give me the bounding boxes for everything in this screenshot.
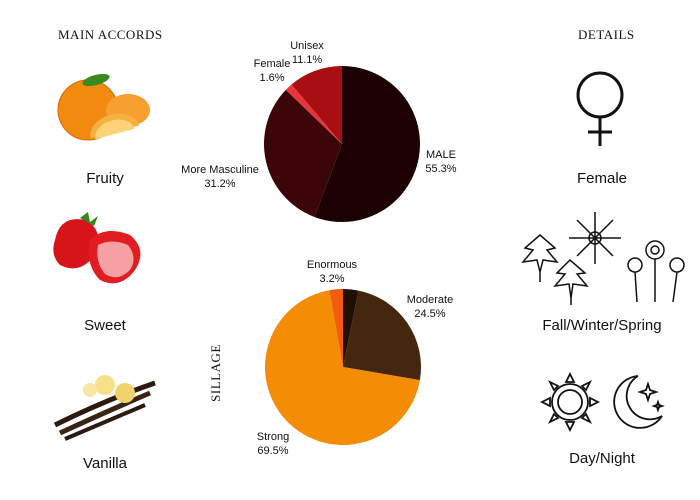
gender-pie-slice-0 [314,66,420,222]
pie2-label-moderate-value: 24.5% [414,308,446,320]
pie1-label-unisex-value: 11.1% [291,54,323,66]
pie1-label-more-masculine: More Masculine 31.2% [170,163,270,191]
seasons-icon [521,212,685,305]
detail-label-gender: Female [576,170,628,187]
pie2-label-strong: Strong 69.5% [243,430,303,458]
female-symbol-icon [576,71,624,146]
pie2-label-enormous: Enormous 3.2% [302,258,362,286]
pie1-label-more-masculine-name: More Masculine [181,164,259,176]
pie1-label-unisex-name: Unisex [290,40,324,52]
sun-moon-icon [539,371,665,433]
pie1-label-female: Female 1.6% [247,57,297,85]
vanilla-icon [53,375,156,441]
pie1-label-more-masculine-value: 31.2% [204,178,236,190]
pie2-label-moderate-name: Moderate [406,294,454,306]
pie1-label-female-name: Female [253,58,291,70]
pie2-label-strong-name: Strong [256,431,290,443]
pie1-label-unisex: Unisex 11.1% [282,39,332,67]
strawberries-icon [53,212,141,284]
pie2-label-strong-value: 69.5% [257,445,289,457]
pie2-label-enormous-name: Enormous [306,259,358,271]
accord-label-fruity: Fruity [86,170,124,187]
sillage-pie-slice-2 [264,290,420,445]
pie2-label-enormous-value: 3.2% [319,273,345,285]
accord-label-sweet: Sweet [84,317,126,334]
accord-label-vanilla: Vanilla [83,455,127,472]
gender-pie-slice-2 [285,84,342,144]
pie1-label-female-value: 1.6% [259,72,285,84]
sillage-pie-slice-1 [343,290,421,381]
sillage-pie-slice-3 [329,289,343,367]
gender-pie-slice-1 [264,89,342,217]
pie2-label-moderate: Moderate 24.5% [395,293,465,321]
pie1-label-male-name: MALE [426,149,456,161]
details-heading: DETAILS [578,27,635,42]
sillage-pie-slice-0 [343,289,359,367]
detail-label-time: Day/Night [569,450,635,467]
detail-label-seasons: Fall/Winter/Spring [542,317,662,334]
main-accords-heading: MAIN ACCORDS [58,27,163,42]
pie1-label-male: MALE 55.3% [411,148,471,176]
gender-pie-slice-3 [291,66,342,144]
pie1-label-male-value: 55.3% [425,163,457,175]
oranges-icon [57,73,150,141]
